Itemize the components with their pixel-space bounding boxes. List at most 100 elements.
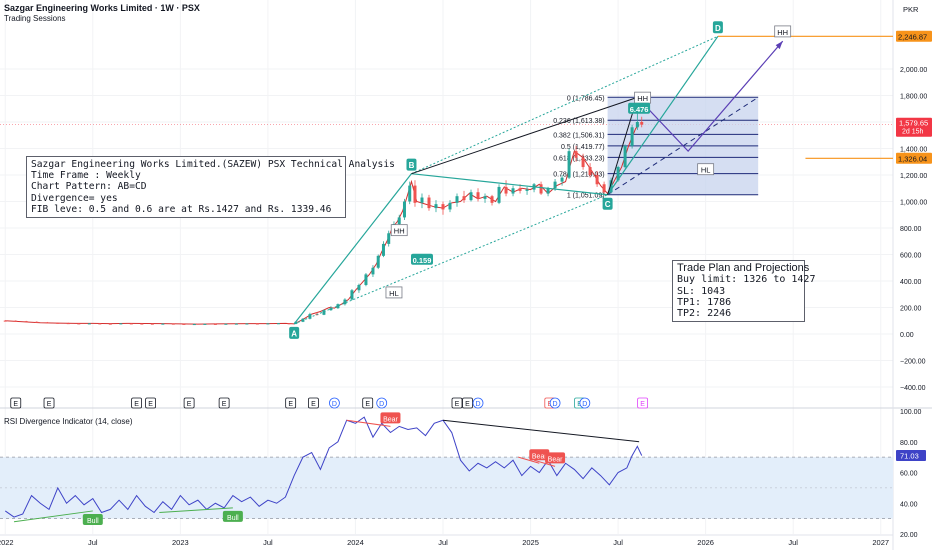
earnings-marker xyxy=(637,397,649,409)
rsi-divergence-badge xyxy=(82,513,103,525)
rsi-current-value: 71.03 xyxy=(900,452,919,461)
pattern-leg-cd xyxy=(607,35,719,196)
rsi-divergence-line xyxy=(159,507,233,513)
analysis-note[interactable]: Sazgar Engineering Works Limited.(SAZEW)… xyxy=(26,156,395,219)
candle-body xyxy=(357,284,361,291)
time-tick-label: 2023 xyxy=(172,538,189,547)
fib-level-label: 0 (1,786.45) xyxy=(567,95,605,102)
pattern-leg-ab xyxy=(293,173,412,325)
candle-body xyxy=(182,323,186,325)
event-marker-label: E xyxy=(13,401,18,408)
candle-body xyxy=(87,323,91,325)
time-tick-label: 2022 xyxy=(0,538,14,547)
candle-body xyxy=(413,185,417,203)
earnings-marker xyxy=(43,397,55,409)
analysis-line: FIB leve: 0.5 and 0.6 are at Rs.1427 and… xyxy=(31,203,332,215)
pattern-point-label: A xyxy=(291,329,297,338)
candle-body xyxy=(483,196,487,199)
pattern-point-badge xyxy=(406,158,417,171)
rsi-divergence-badge xyxy=(222,510,243,522)
time-tick-label: 2024 xyxy=(347,538,364,547)
axes: −400.00 −200.00 0.00 200.00 400.00 600.00 800.… xyxy=(0,5,932,547)
candle-body xyxy=(588,167,592,175)
pattern-leg-bc xyxy=(411,173,608,196)
candle-body xyxy=(287,323,291,325)
horizontal-line-value: 2,246.87 xyxy=(898,32,927,41)
time-tick-label: Jul xyxy=(788,538,798,547)
candle-body xyxy=(245,323,249,325)
ratio-badge xyxy=(628,102,651,114)
candle-body xyxy=(448,202,452,210)
pattern-tag-text: HH xyxy=(777,28,788,37)
earnings-marker xyxy=(362,397,374,409)
candle-body xyxy=(553,181,557,189)
candle-body xyxy=(192,324,196,326)
rsi-tick-label: 60.00 xyxy=(900,471,918,478)
rsi-current-badge xyxy=(896,450,926,462)
candle-body xyxy=(24,321,28,323)
rsi-divergence-label: Bull xyxy=(227,515,239,522)
rsi-divergence-label: Bear xyxy=(548,456,563,463)
price-tick-label: 600.00 xyxy=(900,253,922,260)
price-tick-label: −200.00 xyxy=(900,359,926,366)
candle-body xyxy=(45,322,49,324)
abcd-pattern[interactable]: A B C D xyxy=(289,21,784,339)
event-marker-label: E xyxy=(222,401,227,408)
candle-body xyxy=(322,310,326,315)
trade-plan-line: Buy limit: 1326 to 1427 xyxy=(677,274,816,286)
event-marker-label: E xyxy=(465,401,470,408)
candle-body xyxy=(171,323,175,325)
fibonacci-retracement[interactable]: 0 (1,786.45) 0.236 (1,613.38) 0.382 (1,506… xyxy=(553,95,759,200)
time-tick-label: Jul xyxy=(263,538,273,547)
candle-body xyxy=(364,274,368,285)
time-tick-label: 2027 xyxy=(872,538,889,547)
candle-body xyxy=(469,192,473,201)
earnings-marker xyxy=(183,397,195,409)
event-marker-label: E xyxy=(311,401,316,408)
fib-level-label: 0.236 (1,613.38) xyxy=(553,118,604,125)
candle-body xyxy=(3,320,7,322)
horizontal-lines[interactable]: 2,246.87 1,326.04 xyxy=(717,30,932,164)
candle-body xyxy=(602,184,606,193)
pattern-tag-box xyxy=(774,25,792,38)
candle-body xyxy=(119,323,123,325)
price-tick-label: 1,000.00 xyxy=(900,200,927,207)
candle-body xyxy=(574,151,578,158)
candle-body xyxy=(623,145,627,168)
event-marker-label: E xyxy=(148,401,153,408)
rsi-divergence-line xyxy=(442,419,640,443)
candle-body xyxy=(371,267,375,275)
candle-body xyxy=(635,122,639,128)
pattern-leg-ac xyxy=(293,194,608,325)
rsi-divergence-badge xyxy=(545,452,566,464)
dividend-marker xyxy=(376,397,388,409)
dividend-marker xyxy=(472,397,484,409)
current-price-badge xyxy=(896,117,932,137)
event-marker-label: D xyxy=(475,401,480,408)
currency-label: PKR xyxy=(903,5,919,14)
time-tick-label: 2026 xyxy=(697,538,714,547)
price-tick-label: 2,000.00 xyxy=(900,67,927,74)
time-tick-label: Jul xyxy=(438,538,448,547)
event-marker-label: E xyxy=(640,401,645,408)
trade-plan-note[interactable]: Trade Plan and Projections Buy limit: 13… xyxy=(672,260,816,323)
trade-plan-line: TP2: 2246 xyxy=(677,308,732,320)
candle-body xyxy=(462,196,466,201)
candle-body xyxy=(336,304,340,309)
candle-body xyxy=(14,320,18,322)
candle-body xyxy=(518,188,522,191)
candle-body xyxy=(129,323,133,325)
rsi-divergence-badge xyxy=(380,412,401,424)
rsi-title: RSI Divergence Indicator (14, close) xyxy=(4,417,133,426)
candle-body xyxy=(434,204,438,209)
rsi-divergence-label: Bull xyxy=(87,518,99,525)
candle-body xyxy=(630,127,634,146)
fib-trend-line xyxy=(607,96,759,196)
price-tick-label: 0.00 xyxy=(900,332,914,339)
candle-body xyxy=(490,196,494,203)
trade-plan-line: Trade Plan and Projections xyxy=(677,262,810,274)
candle-body xyxy=(276,323,280,325)
pattern-tag-text: HL xyxy=(389,289,399,298)
